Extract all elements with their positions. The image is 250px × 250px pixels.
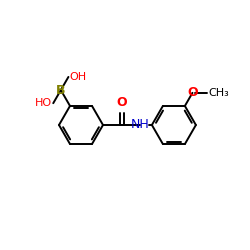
Text: CH₃: CH₃	[208, 88, 229, 98]
Text: OH: OH	[70, 72, 87, 82]
Text: B: B	[56, 84, 66, 96]
Text: HO: HO	[35, 98, 52, 108]
Text: NH: NH	[130, 118, 149, 132]
Text: O: O	[117, 96, 128, 109]
Text: O: O	[187, 86, 198, 99]
